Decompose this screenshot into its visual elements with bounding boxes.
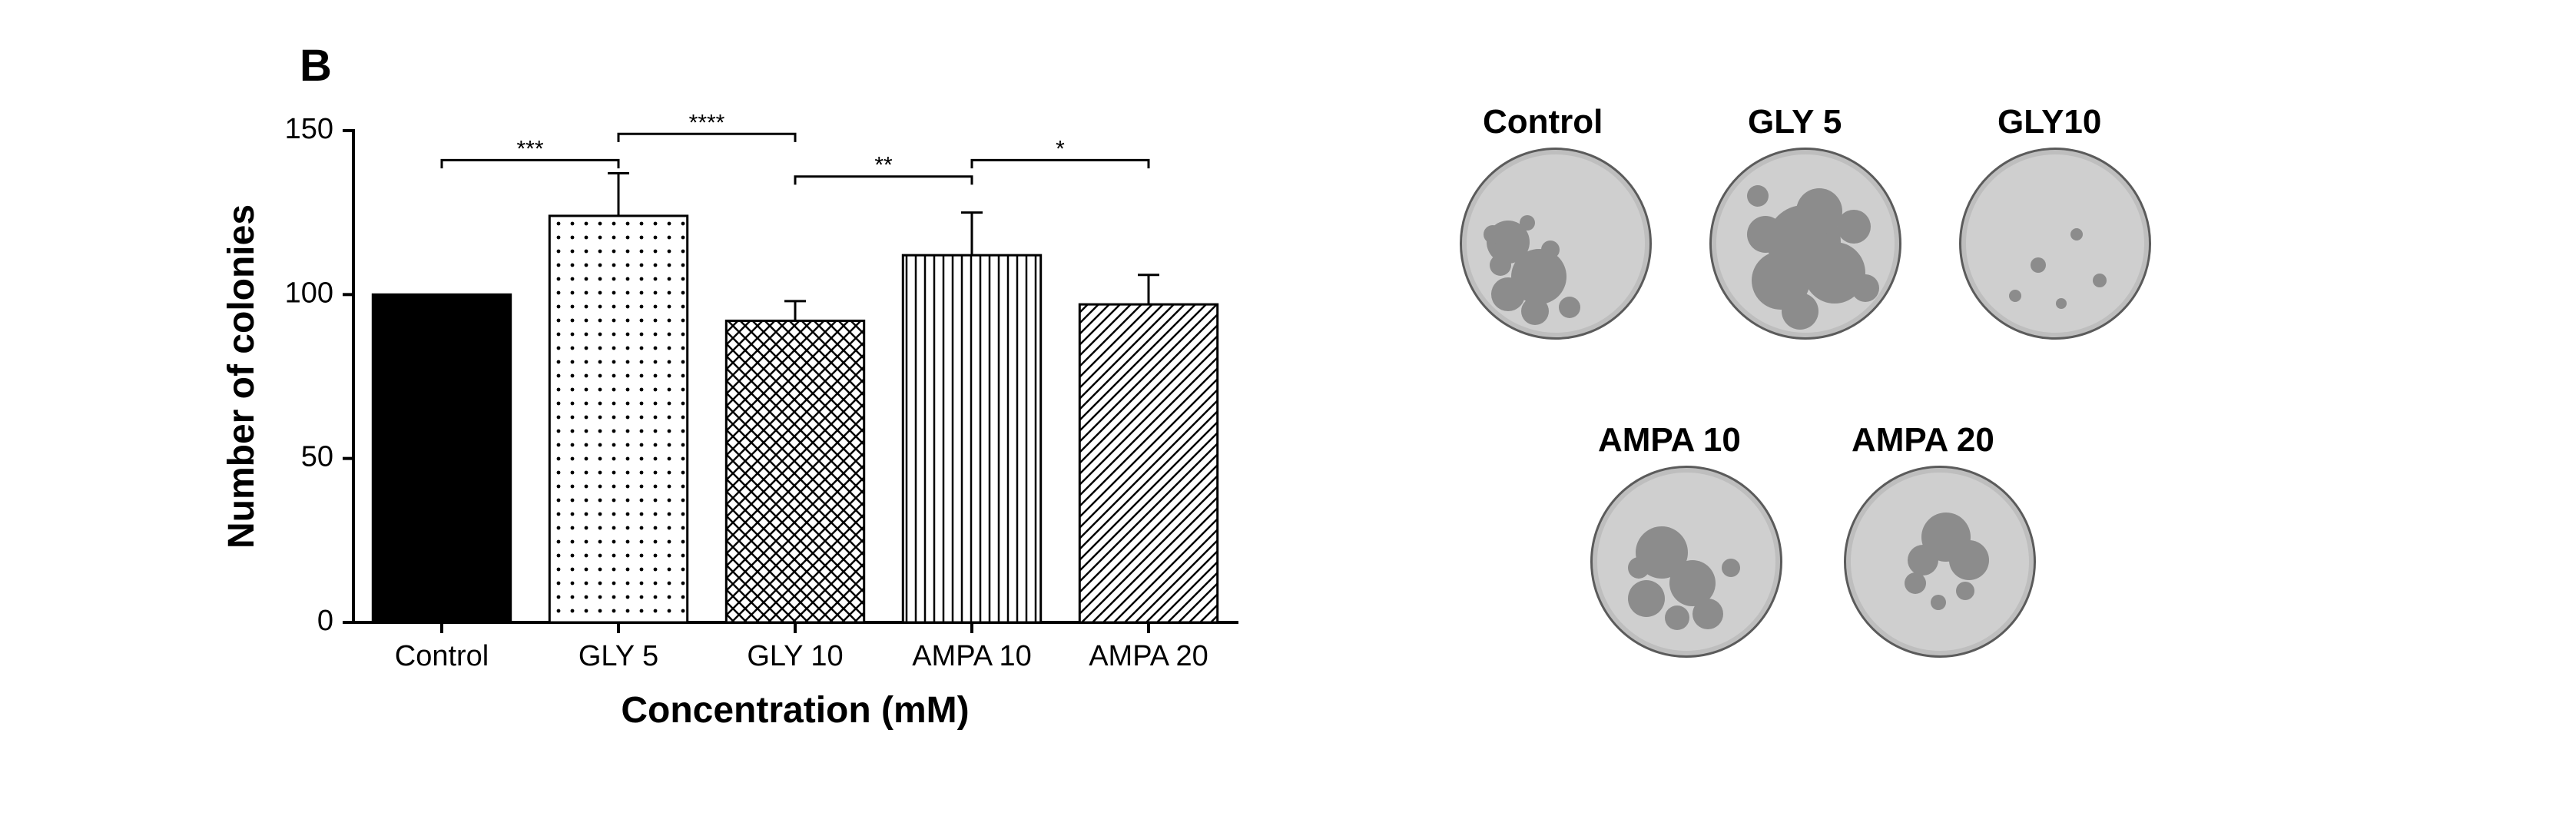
bar-chart: 0 50 100 150 Number of colonies Concentration… bbox=[192, 92, 1268, 799]
colony bbox=[1747, 185, 1769, 207]
colony bbox=[1521, 297, 1549, 325]
svg-text:50: 50 bbox=[301, 441, 333, 473]
colony bbox=[1949, 540, 1989, 580]
svg-text:Control: Control bbox=[395, 640, 489, 672]
svg-text:AMPA 10: AMPA 10 bbox=[912, 640, 1032, 672]
colony bbox=[1931, 595, 1946, 610]
colony bbox=[1722, 559, 1740, 577]
svg-text:*: * bbox=[1056, 136, 1065, 161]
svg-text:**: ** bbox=[874, 153, 893, 178]
plate-label: Control bbox=[1483, 103, 1603, 141]
plates-panel: Control GLY 5 GLY10 AMPA 10 AMPA 20 bbox=[1437, 85, 2220, 738]
colony bbox=[1692, 599, 1723, 629]
colony bbox=[1628, 557, 1649, 579]
plate-dish bbox=[1590, 466, 1782, 658]
plate-dish bbox=[1460, 148, 1652, 340]
panel-label: B bbox=[300, 40, 332, 91]
colony bbox=[2056, 298, 2067, 309]
svg-text:Number of colonies: Number of colonies bbox=[221, 204, 262, 549]
colony bbox=[1908, 545, 1938, 576]
colony bbox=[1796, 188, 1842, 234]
svg-text:150: 150 bbox=[285, 113, 333, 145]
plate-dish bbox=[1959, 148, 2151, 340]
plate-label: GLY 5 bbox=[1748, 103, 1842, 141]
colony bbox=[1490, 254, 1511, 276]
svg-text:GLY 5: GLY 5 bbox=[579, 640, 658, 672]
colony bbox=[2009, 290, 2021, 302]
plate-label: AMPA 20 bbox=[1852, 421, 1994, 459]
svg-text:****: **** bbox=[689, 110, 725, 135]
plate-dish bbox=[1709, 148, 1901, 340]
svg-text:Concentration (mM): Concentration (mM) bbox=[621, 690, 969, 731]
colony bbox=[1782, 293, 1818, 330]
colony bbox=[1491, 277, 1525, 311]
colony bbox=[2093, 274, 2107, 287]
colony bbox=[2070, 228, 2083, 241]
svg-text:AMPA 20: AMPA 20 bbox=[1089, 640, 1208, 672]
svg-text:***: *** bbox=[516, 136, 543, 161]
colony bbox=[1852, 274, 1879, 302]
colony bbox=[1747, 216, 1784, 253]
colony bbox=[1520, 215, 1535, 231]
plate-dish bbox=[1844, 466, 2036, 658]
svg-text:100: 100 bbox=[285, 277, 333, 309]
colony bbox=[1837, 210, 1871, 244]
colony bbox=[1484, 225, 1502, 244]
bar-chart-svg: 0 50 100 150 Number of colonies Concentration… bbox=[192, 92, 1268, 799]
colony bbox=[1559, 297, 1580, 318]
plate-label: GLY10 bbox=[1997, 103, 2101, 141]
colony bbox=[2031, 257, 2046, 273]
colony bbox=[1541, 241, 1560, 259]
colony bbox=[1956, 582, 1974, 600]
figure-container: B 0 50 100 150 Number of colonies Concentrati… bbox=[0, 0, 2576, 836]
plate-label: AMPA 10 bbox=[1598, 421, 1741, 459]
colony bbox=[1665, 605, 1689, 630]
colony bbox=[1628, 580, 1665, 617]
svg-text:0: 0 bbox=[317, 605, 333, 637]
svg-text:GLY 10: GLY 10 bbox=[747, 640, 843, 672]
colony bbox=[1905, 572, 1926, 594]
